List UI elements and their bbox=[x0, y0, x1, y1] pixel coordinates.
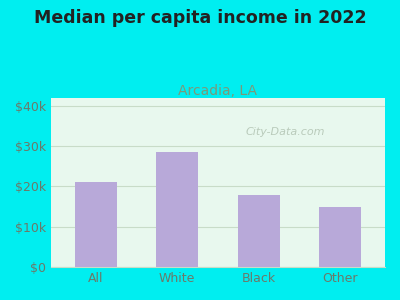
Bar bbox=[238, 195, 280, 267]
Bar bbox=[75, 182, 117, 267]
Text: City-Data.com: City-Data.com bbox=[245, 127, 324, 137]
Bar bbox=[156, 152, 198, 267]
Text: Median per capita income in 2022: Median per capita income in 2022 bbox=[34, 9, 366, 27]
Title: Arcadia, LA: Arcadia, LA bbox=[178, 84, 258, 98]
Bar bbox=[319, 207, 361, 267]
